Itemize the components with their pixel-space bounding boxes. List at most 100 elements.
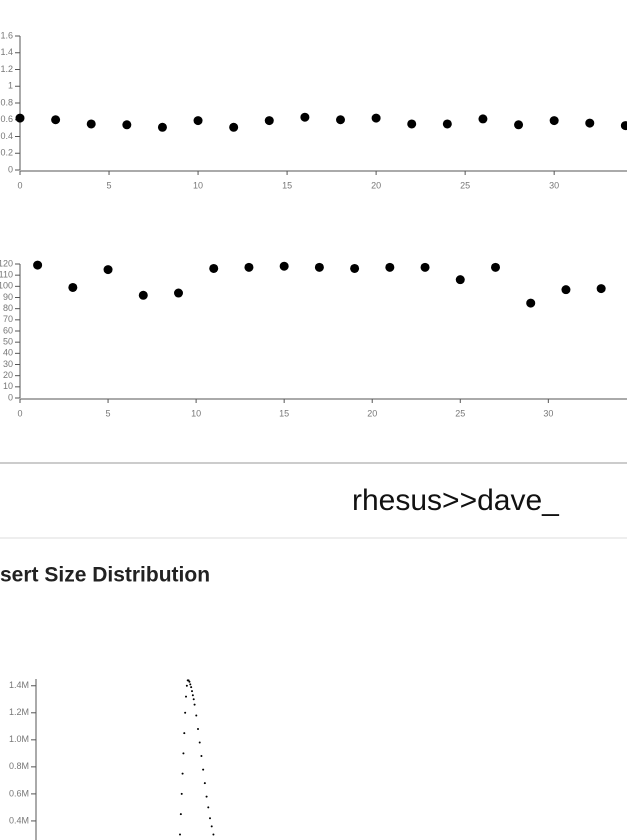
x-tick-label: 5 [107,180,112,190]
y-tick-label: 1.2M [9,707,29,717]
data-point [229,122,239,132]
data-point [184,711,187,714]
y-tick-label: 10 [3,381,13,391]
y-tick-label: 0.4 [0,131,13,141]
y-tick-label: 120 [0,258,13,268]
x-tick-label: 25 [455,408,465,418]
data-point [210,825,213,828]
data-point [385,262,395,272]
y-tick-label: 0.8M [9,761,29,771]
data-point [179,833,181,836]
data-point [15,113,25,123]
x-tick-label: 15 [279,408,289,418]
data-point [244,262,254,272]
data-point [188,680,191,683]
y-tick-label: 1.4 [0,47,13,57]
x-tick-label: 10 [191,408,201,418]
data-point [514,120,524,130]
y-tick-label: 0 [8,392,13,402]
data-point [202,768,205,771]
data-point [371,113,381,123]
x-tick-label: 5 [106,408,111,418]
y-tick-label: 20 [3,370,13,380]
data-point [209,817,211,820]
data-point [190,686,193,689]
y-tick-label: 1.2 [0,64,13,74]
data-point [205,795,208,798]
data-point [51,115,61,125]
y-tick-label: 1.0M [9,734,29,744]
data-point [455,275,465,285]
x-tick-label: 30 [549,180,559,190]
data-point [183,732,186,735]
x-tick-label: 0 [17,408,22,418]
y-tick-label: 1 [8,81,13,91]
data-point [207,806,210,809]
y-tick-label: 80 [3,303,13,313]
data-point [198,741,201,744]
data-point [157,122,167,132]
chart-title: sert Size Distribution [0,564,210,587]
data-point [407,119,417,129]
data-point [192,698,195,701]
y-tick-label: 50 [3,337,13,347]
data-point [442,119,452,129]
data-point [193,703,196,706]
data-point [420,262,430,272]
data-point [103,265,113,275]
data-point [491,262,500,272]
y-tick-label: 0.6M [9,788,29,798]
data-point [300,112,310,122]
data-point [596,284,606,294]
data-point [350,263,360,273]
data-point [193,116,203,126]
x-tick-label: 25 [460,180,470,190]
data-point [549,116,559,126]
data-point [86,119,96,129]
data-point [181,772,184,775]
data-point [209,263,219,273]
data-point [182,752,185,755]
data-point [197,728,199,731]
data-point [189,683,192,686]
data-point [68,282,78,292]
data-point [191,690,193,693]
data-point [185,695,187,698]
y-tick-label: 0.4M [9,815,29,825]
data-point [185,684,188,687]
data-point [122,120,132,130]
data-point [264,116,274,126]
data-point [203,782,206,785]
data-point [314,262,324,272]
y-tick-label: 110 [0,270,13,280]
x-tick-label: 10 [193,180,203,190]
section-heading: rhesus>>dave_ [352,484,560,517]
y-tick-label: 1.4M [9,680,29,690]
data-point [138,290,148,300]
x-tick-label: 15 [282,180,292,190]
y-tick-label: 60 [3,325,13,335]
y-tick-label: 0 [8,164,13,174]
x-tick-label: 30 [543,408,553,418]
data-point [174,288,183,298]
data-point [620,121,627,131]
data-point [585,118,595,128]
data-point [191,694,194,697]
x-tick-label: 20 [367,408,377,418]
data-point [526,298,536,308]
x-tick-label: 0 [17,180,22,190]
y-tick-label: 70 [3,314,13,324]
data-point [200,755,203,758]
x-tick-label: 20 [371,180,381,190]
data-point [195,714,198,717]
data-point [279,261,289,271]
y-tick-label: 30 [3,359,13,369]
data-point [561,285,571,295]
data-point [336,115,345,125]
data-point [478,114,488,124]
y-tick-label: 0.8 [0,97,13,107]
y-tick-label: 90 [3,292,13,302]
data-point [180,792,183,795]
data-point [33,260,43,270]
